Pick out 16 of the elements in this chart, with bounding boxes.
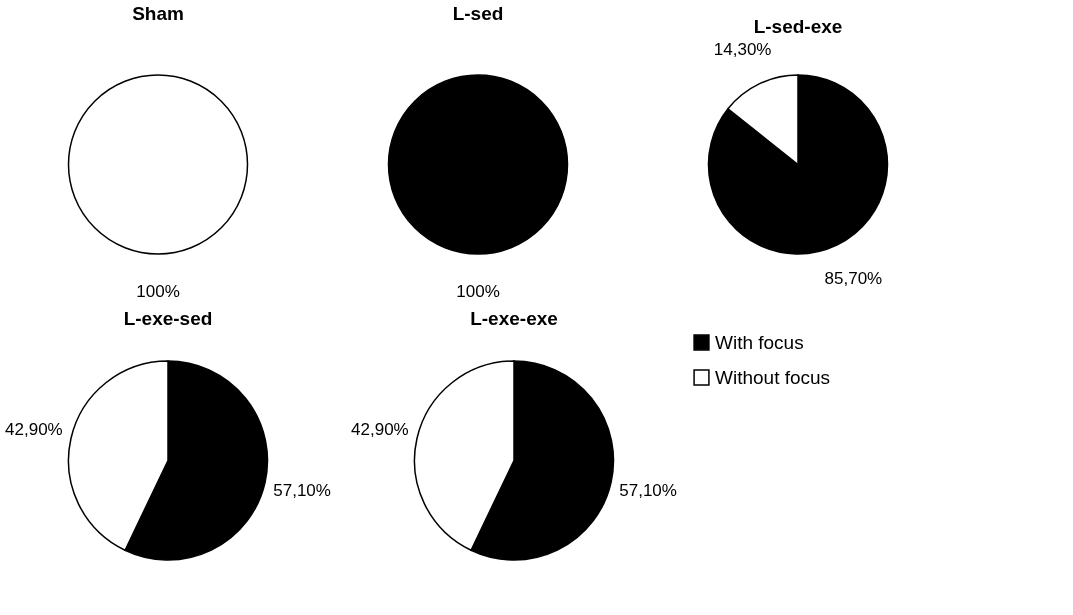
chart-title: L-exe-exe (470, 308, 558, 329)
chart-title: L-sed (452, 3, 504, 24)
chart-title: Sham (132, 3, 184, 24)
data-label: 42,90% (5, 420, 63, 440)
data-label: 85,70% (824, 269, 883, 289)
chart-title: L-sed-exe (753, 15, 843, 37)
pie-slice (707, 74, 889, 255)
data-label: 57,10% (619, 480, 677, 500)
data-label: 57,10% (273, 480, 331, 500)
chart-title: L-exe-sed (123, 308, 213, 329)
data-label: 100% (456, 282, 500, 301)
data-label: 100% (136, 282, 180, 301)
data-label: 42,90% (351, 420, 409, 440)
data-label: 14,30% (713, 39, 772, 59)
legend-label: With focus (715, 331, 804, 353)
legend-label: Without focus (715, 366, 831, 388)
